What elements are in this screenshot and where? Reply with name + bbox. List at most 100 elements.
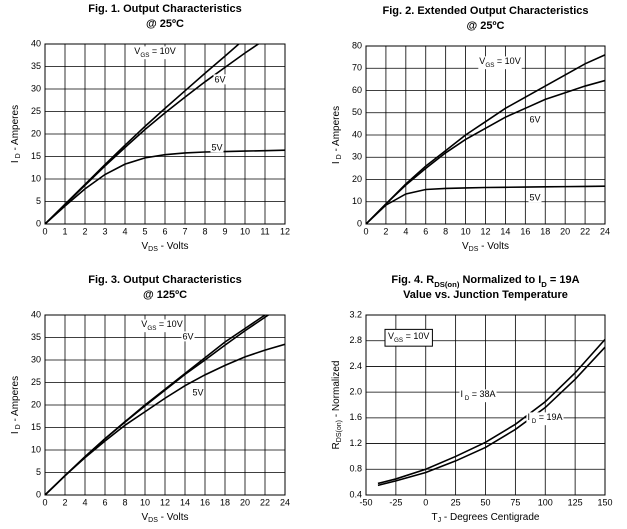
text-part: - Degrees Centigrade [441, 512, 540, 523]
text-part: I [331, 161, 342, 164]
x-axis-label: VDS - Volts [462, 241, 509, 254]
text-part: I [460, 389, 463, 399]
y-tick-label: 3.2 [349, 309, 362, 319]
curve-label: VGS = 10V [141, 319, 182, 332]
text-part: = 10V [494, 56, 520, 66]
curve [45, 44, 260, 224]
x-tick-label: 0 [363, 226, 368, 236]
x-tick-label: 10 [240, 226, 250, 236]
x-tick-label: 16 [200, 497, 210, 507]
x-tick-label: 100 [538, 497, 553, 507]
label-bg [459, 389, 497, 403]
x-tick-label: 0 [423, 497, 428, 507]
text-part: D [541, 280, 547, 289]
x-tick-label: 20 [240, 497, 250, 507]
x-tick-label: 9 [222, 226, 227, 236]
curve [377, 346, 605, 487]
curve-label: VGS = 10V [134, 46, 175, 59]
y-axis-label: I D - Amperes [10, 105, 23, 163]
x-tick-label: 6 [102, 497, 107, 507]
y-tick-label: 35 [31, 332, 41, 342]
y-tick-label: 0 [36, 218, 41, 228]
label-bg [526, 412, 564, 426]
x-tick-label: 6 [423, 226, 428, 236]
curve [45, 343, 285, 495]
label-bg [181, 331, 195, 342]
x-tick-label: 12 [480, 226, 490, 236]
text-part: DS(on) [336, 420, 343, 442]
x-tick-label: -25 [389, 497, 402, 507]
curve-label: 6V [182, 331, 193, 341]
text-part: R [331, 442, 342, 449]
text-part: DS [148, 246, 158, 253]
text-part: - Amperes [10, 105, 21, 153]
text-part: I [10, 431, 21, 434]
text-part: V [142, 512, 149, 523]
text-part: J [438, 517, 442, 524]
text-part: = 10V [403, 331, 429, 341]
y-tick-label: 40 [31, 309, 41, 319]
x-tick-label: 18 [220, 497, 230, 507]
text-part: I [527, 412, 530, 422]
text-part: - Normalized [331, 361, 342, 420]
x-tick-label: 8 [202, 226, 207, 236]
text-part: I [10, 160, 21, 163]
plot-frame [44, 314, 286, 496]
y-tick-label: 15 [31, 151, 41, 161]
y-tick-label: 50 [352, 107, 362, 117]
chart-title: Fig. 1. Output Characteristics [88, 3, 241, 15]
chart-subtitle: Value vs. Junction Temperature [403, 289, 568, 301]
x-tick-label: 8 [443, 226, 448, 236]
y-tick-label: 80 [352, 40, 362, 50]
x-tick-label: 0 [42, 497, 47, 507]
text-part: DS(on) [434, 280, 460, 289]
x-tick-label: 2 [383, 226, 388, 236]
x-axis-label: TJ - Degrees Centigrade [432, 512, 540, 525]
x-tick-label: 10 [140, 497, 150, 507]
label-bg [478, 56, 522, 70]
text-part: V [388, 331, 394, 341]
y-tick-label: 25 [31, 106, 41, 116]
text-part: = 38A [469, 389, 495, 399]
x-tick-label: 25 [451, 497, 461, 507]
annotation-box [384, 328, 433, 347]
x-tick-label: 22 [260, 497, 270, 507]
curve-label: 5V [192, 387, 203, 397]
text-part: D [15, 424, 22, 431]
x-tick-label: 2 [62, 497, 67, 507]
y-tick-label: 10 [31, 173, 41, 183]
y-tick-label: 0.8 [349, 464, 362, 474]
label-bg [140, 319, 184, 333]
y-tick-label: 15 [31, 422, 41, 432]
text-part: - Volts [158, 512, 189, 523]
y-tick-label: 60 [352, 85, 362, 95]
y-tick-label: 2.8 [349, 335, 362, 345]
y-tick-label: 2.4 [349, 361, 362, 371]
x-tick-label: 10 [461, 226, 471, 236]
text-part: DS [469, 246, 479, 253]
y-tick-label: 25 [31, 377, 41, 387]
x-tick-label: 4 [82, 497, 87, 507]
y-axis-label: I D - Amperes [10, 376, 23, 434]
x-tick-label: 22 [580, 226, 590, 236]
x-tick-label: 16 [520, 226, 530, 236]
curve-label: I D = 19A [527, 412, 562, 425]
x-tick-label: 4 [122, 226, 127, 236]
x-tick-label: 14 [180, 497, 190, 507]
y-tick-label: 10 [31, 444, 41, 454]
x-tick-label: 24 [600, 226, 610, 236]
x-tick-label: 3 [102, 226, 107, 236]
y-tick-label: 30 [31, 354, 41, 364]
text-part: - Volts [158, 241, 189, 252]
y-tick-label: 5 [36, 467, 41, 477]
x-tick-label: 4 [403, 226, 408, 236]
x-tick-label: 150 [597, 497, 612, 507]
y-tick-label: 20 [31, 399, 41, 409]
y-axis-label: RDS(on) - Normalized [331, 361, 344, 450]
label-bg [528, 192, 542, 203]
y-tick-label: 20 [31, 128, 41, 138]
curve-label: 6V [214, 74, 225, 84]
plot-frame [44, 43, 286, 225]
y-tick-label: 10 [352, 196, 362, 206]
x-tick-label: 50 [480, 497, 490, 507]
